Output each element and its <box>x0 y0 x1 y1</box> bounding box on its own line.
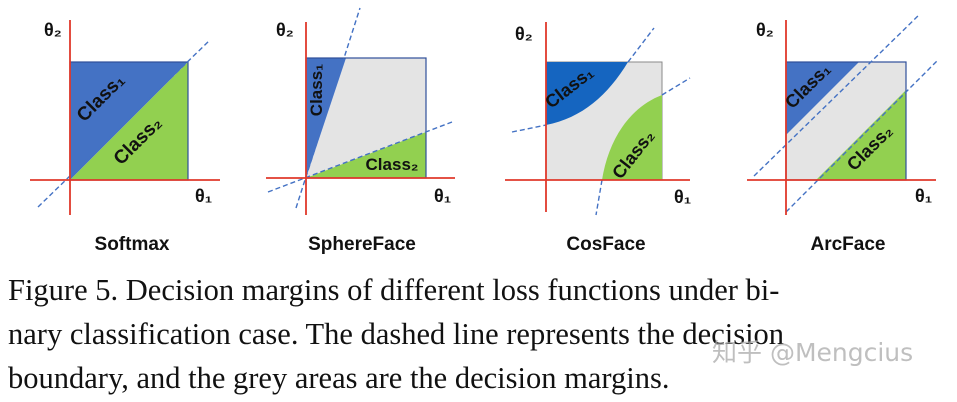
class1-region <box>786 62 859 135</box>
diagram-canvas: θ₂ θ₁ Class₁ Class₂ Softmax θ₂ θ₁ Class₁… <box>30 7 939 255</box>
caption-line-2: nary classification case. The dashed lin… <box>8 317 785 351</box>
theta2-label: θ₂ <box>515 24 533 44</box>
class1-region <box>546 62 628 125</box>
class2-region <box>70 62 188 180</box>
margin-region <box>786 62 906 180</box>
class1-region <box>306 58 346 178</box>
decision-boundary-4 <box>595 179 603 216</box>
decision-boundary-2 <box>267 121 453 193</box>
caption-line-1: Figure 5. Decision margins of different … <box>8 273 780 307</box>
panel-title: ArcFace <box>811 234 886 255</box>
theta2-label: θ₂ <box>44 20 62 40</box>
theta1-label: θ₁ <box>195 186 212 206</box>
class2-label: Class₂ <box>366 155 419 174</box>
watermark: 知乎 @Mengcius <box>712 338 914 367</box>
class2-region <box>816 90 906 180</box>
decision-boundary-3 <box>661 77 691 96</box>
panel-arcface: θ₂ θ₁ Class₁ Class₂ ArcFace <box>747 13 939 255</box>
panel-title: Softmax <box>95 234 170 255</box>
class1-label: Class₁ <box>307 64 326 116</box>
theta2-label: θ₂ <box>756 20 774 40</box>
panel-title: CosFace <box>566 234 645 255</box>
theta1-label: θ₁ <box>434 186 451 206</box>
theta1-label: θ₁ <box>915 186 932 206</box>
caption-line-3: boundary, and the grey areas are the dec… <box>8 361 670 395</box>
panel-cosface: θ₂ θ₁ Class₁ Class₂ CosFace <box>505 22 691 255</box>
decision-boundary-2 <box>785 59 939 213</box>
decision-boundary-1 <box>511 124 547 133</box>
class2-region <box>602 95 662 180</box>
decision-boundary-2 <box>627 27 655 63</box>
decision-boundary-1 <box>753 13 921 177</box>
panel-title: SphereFace <box>308 234 416 255</box>
theta2-label: θ₂ <box>276 20 294 40</box>
figure-caption: Figure 5. Decision margins of different … <box>8 268 953 400</box>
theta1-label: θ₁ <box>674 187 691 207</box>
panel-sphereface: θ₂ θ₁ Class₁ Class₂ SphereFace <box>266 7 455 255</box>
panel-softmax: θ₂ θ₁ Class₁ Class₂ Softmax <box>30 20 220 255</box>
